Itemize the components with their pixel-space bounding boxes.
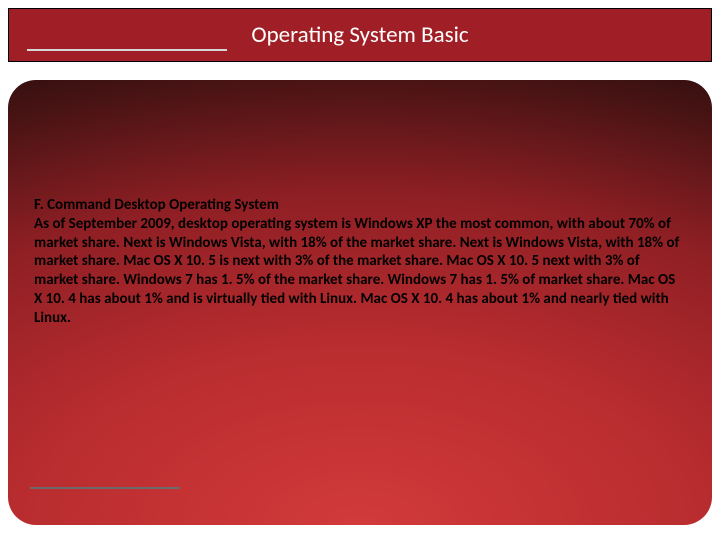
bottom-underline	[30, 487, 180, 489]
content-panel: F. Command Desktop Operating System As o…	[8, 80, 712, 525]
slide: Operating System Basic F. Command Deskto…	[0, 0, 720, 540]
title-bar: Operating System Basic	[8, 8, 712, 62]
section-heading: F. Command Desktop Operating System	[34, 196, 686, 215]
title-underline	[27, 49, 227, 51]
body-paragraph: As of September 2009, desktop operating …	[34, 215, 686, 328]
slide-title: Operating System Basic	[251, 21, 468, 49]
